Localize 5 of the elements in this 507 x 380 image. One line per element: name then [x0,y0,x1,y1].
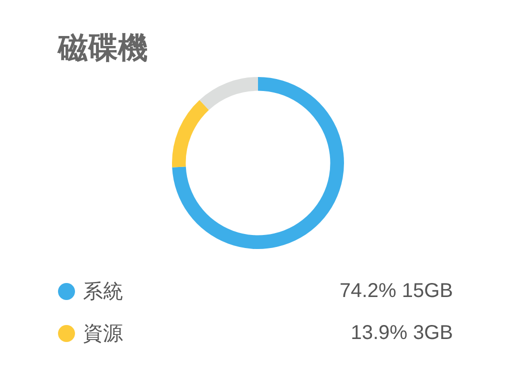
data-label: 13.9% 3GB [350,322,453,344]
legend-label: 系統 [83,280,124,304]
legend-label: 資源 [83,322,124,346]
data-label: 74.2% 15GB [340,280,453,302]
chart-title: 磁碟機 [58,31,148,67]
